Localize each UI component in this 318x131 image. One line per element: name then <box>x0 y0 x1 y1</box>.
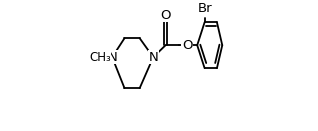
Text: N: N <box>149 51 158 64</box>
Text: O: O <box>182 39 193 52</box>
Text: Br: Br <box>197 2 212 15</box>
Text: O: O <box>160 9 171 22</box>
Text: N: N <box>107 51 117 64</box>
Text: CH₃: CH₃ <box>89 51 111 64</box>
